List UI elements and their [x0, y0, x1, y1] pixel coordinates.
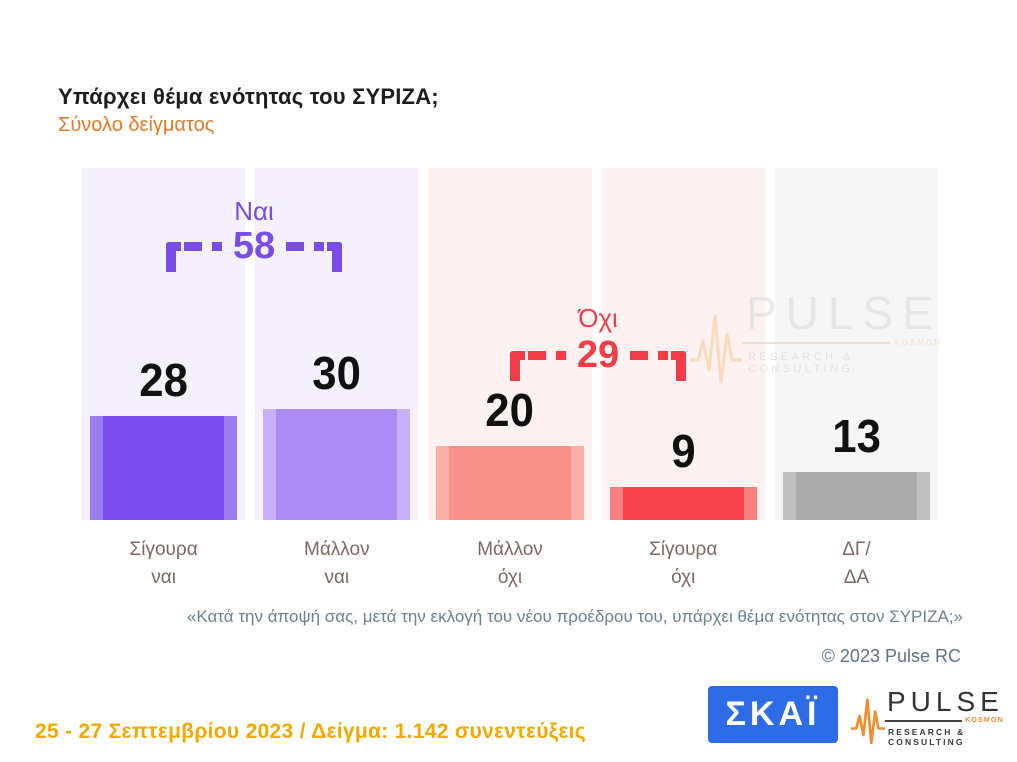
bracket-corner-icon: [510, 351, 525, 381]
bracket-dash: [528, 351, 566, 360]
pulse-logo-divider: KOSMON: [885, 717, 1004, 724]
pulse-logo-body: PULSE KOSMON RESEARCH & CONSULTING: [885, 688, 1004, 747]
col-dg-da: 13: [774, 168, 939, 520]
bar-sigoura-nai: [90, 416, 238, 520]
xlabel-dg-da: ΔΓ/ ΔΑ: [842, 539, 871, 588]
group-annotation-yes: Ναι 58: [166, 198, 342, 272]
bar-dg-da: [782, 471, 931, 520]
bar-value-mallon-ochi: 20: [485, 384, 535, 436]
bar-value-sigoura-nai: 28: [139, 354, 188, 407]
bar-chart: 28 30 20 9 13: [82, 168, 939, 520]
skai-logo: ΣΚΑΪ: [708, 686, 838, 743]
bar-value-dg-da: 13: [832, 409, 881, 462]
bar-value-sigoura-ochi: 9: [671, 424, 696, 477]
col-mallon-nai: 30: [255, 168, 419, 520]
bar-mallon-nai: [263, 409, 411, 520]
bracket-dash: [630, 351, 668, 360]
page-title: Υπάρχει θέμα ενότητας του ΣΥΡΙΖΑ;: [58, 84, 439, 109]
bracket-yes-line: 58: [166, 227, 342, 272]
bracket-corner-icon: [327, 242, 342, 272]
copyright-text: © 2023 Pulse RC: [821, 646, 961, 666]
pulse-logo-text: PULSE: [887, 686, 1004, 717]
group-value-yes: 58: [232, 225, 276, 267]
group-label-yes: Ναι: [234, 196, 274, 226]
col-sigoura-nai: 28: [82, 168, 246, 520]
bracket-corner-icon: [671, 351, 686, 381]
bracket-no-line: 29: [510, 336, 686, 381]
pulse-logo: PULSE KOSMON RESEARCH & CONSULTING: [851, 688, 1003, 747]
bracket-dash: [286, 242, 324, 251]
bracket-dash: [184, 242, 222, 251]
fieldwork-dates-sample: 25 - 27 Σεπτεμβρίου 2023 / Δείγμα: 1.142…: [35, 720, 587, 743]
pulse-kosmon-text: KOSMON: [965, 717, 1004, 724]
xlabel-sigoura-nai: Σίγουρα ναι: [129, 539, 198, 588]
x-axis-labels: Σίγουρα ναι Μάλλον ναι Μάλλον όχι Σίγουρ…: [82, 536, 938, 591]
xlabel-sigoura-ochi: Σίγουρα όχι: [649, 539, 718, 588]
col-mallon-ochi: 20: [428, 168, 592, 520]
bar-sigoura-ochi: [609, 486, 757, 520]
skai-logo-text: ΣΚΑΪ: [725, 695, 821, 733]
pulse-logo-tagline: RESEARCH & CONSULTING: [888, 727, 966, 747]
xlabel-mallon-nai: Μάλλον ναι: [304, 539, 370, 588]
group-label-no: Όχι: [578, 303, 618, 333]
question-footnote: «Κατά την άποψή σας, μετά την εκλογή του…: [186, 607, 963, 626]
page-subtitle: Σύνολο δείγματος: [58, 114, 215, 136]
heartbeat-wave-icon: [851, 698, 885, 745]
bracket-corner-icon: [166, 242, 181, 272]
divider-line: [885, 719, 963, 722]
bar-mallon-ochi: [436, 446, 584, 520]
xlabel-mallon-ochi: Μάλλον όχι: [477, 539, 543, 588]
bar-value-mallon-nai: 30: [312, 347, 362, 399]
group-value-no: 29: [576, 334, 620, 376]
group-annotation-no: Όχι 29: [510, 305, 686, 381]
